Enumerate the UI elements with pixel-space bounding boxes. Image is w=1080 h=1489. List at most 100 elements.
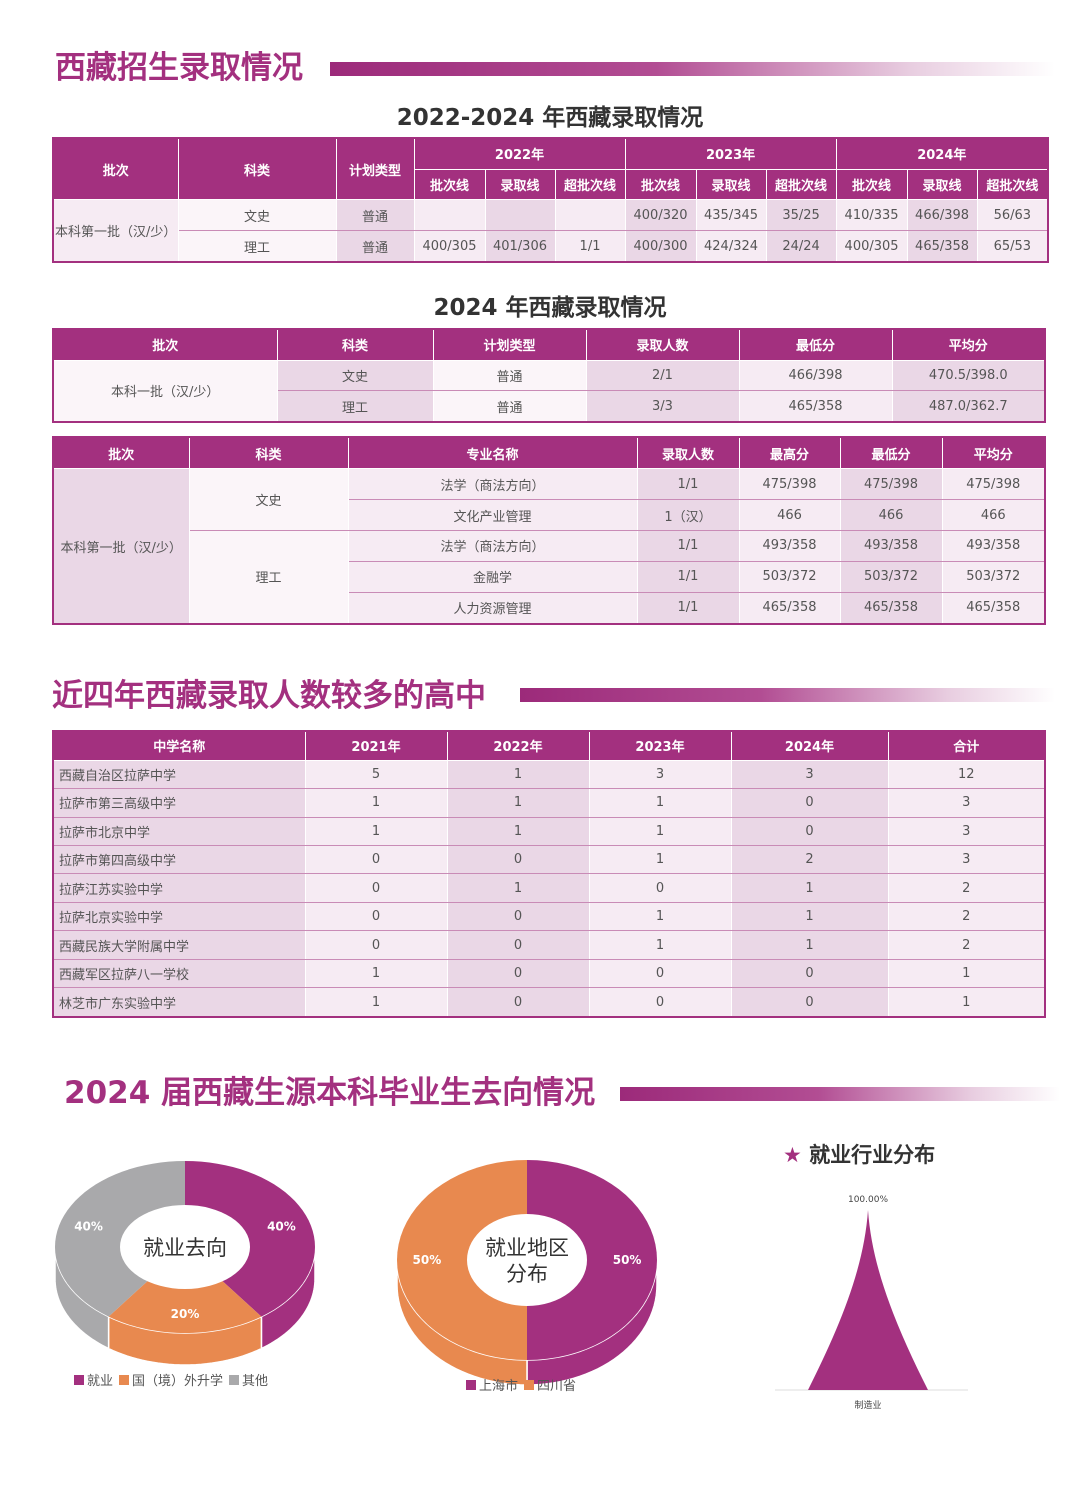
table2-title: 2024 年西藏录取情况: [433, 295, 667, 321]
column-header: 科类: [177, 137, 337, 201]
score-cell: 400/300: [624, 230, 697, 263]
pie-data-label: 20%: [171, 1307, 200, 1321]
pie-slice-上海市: [527, 1160, 657, 1360]
batch-cell: 本科第一批（汉/少）: [52, 199, 179, 263]
pie-side-其他: [54, 1246, 110, 1350]
column-subheader: 录取线: [906, 168, 978, 201]
data-cell: 3/3: [585, 390, 740, 423]
data-cell: 1（汉）: [636, 499, 740, 531]
data-cell: 503/372: [839, 560, 943, 593]
column-header: 2022年: [446, 730, 590, 761]
count-cell: 0: [304, 845, 448, 875]
count-cell: 3: [588, 759, 732, 790]
legend-label: 就业: [87, 1374, 114, 1389]
batch-cell: 本科第一批（汉/少）: [52, 468, 190, 625]
table-row: 西藏民族大学附属中学 0 0 1 1 2: [52, 930, 1046, 960]
table-row: 拉萨市第三高级中学 1 1 1 0 3: [52, 788, 1046, 818]
section-title-bar: [330, 62, 1055, 76]
column-header: 平均分: [941, 436, 1046, 470]
table-row: 金融学 1/1 503/372 503/372 503/372: [53, 560, 1046, 593]
score-cell: 56/63: [976, 199, 1049, 232]
table-row: 西藏自治区拉萨中学 5 1 3 3 12: [52, 759, 1046, 790]
count-cell: 12: [887, 759, 1046, 790]
table-row: 理工 普通 400/305 401/306 1/1 400/300 424/324 24/24…: [53, 230, 1049, 263]
section-title-bar: [520, 688, 1055, 702]
count-cell: 0: [730, 788, 889, 818]
x-tick-label: 制造业: [854, 1399, 881, 1411]
major-cell: 文化产业管理: [347, 499, 638, 531]
column-header: 最高分: [738, 436, 841, 470]
table-row: 本科第一批（汉/少） 文史 普通 400/320 435/345 35/25 410/335…: [52, 199, 1049, 263]
school-name-cell: 林芝市广东实验中学: [52, 987, 306, 1018]
major-cell: 金融学: [347, 560, 638, 593]
legend-label: 上海市: [479, 1379, 519, 1394]
column-subheader: 批次线: [835, 168, 908, 201]
column-header: 专业名称: [347, 436, 638, 470]
industry-chart-title: ★ 就业行业分布: [783, 1139, 935, 1169]
data-cell: 普通: [432, 390, 587, 423]
year-header: 2024年: [835, 137, 1049, 170]
school-name-cell: 拉萨市北京中学: [52, 816, 306, 847]
legend-swatch: [229, 1375, 240, 1385]
count-cell: 1: [588, 788, 732, 818]
count-cell: 1: [304, 958, 448, 989]
header-row: 批次 科类 专业名称 录取人数 最高分 最低分 平均分: [52, 436, 1046, 470]
legend-swatch: [74, 1375, 84, 1385]
count-cell: 1: [588, 816, 732, 847]
pie-data-label: 40%: [267, 1219, 296, 1233]
section-title-admission: 西藏招生录取情况: [55, 50, 303, 86]
column-header: 最低分: [839, 436, 943, 470]
major-cell: 人力资源管理: [347, 591, 638, 625]
table-row: 拉萨江苏实验中学 0 1 0 1 2: [52, 873, 1046, 903]
star-icon: ★: [783, 1143, 802, 1167]
column-header: 2024年: [730, 730, 889, 761]
legend-label: 国（境）外升学: [132, 1374, 224, 1389]
section-title-high-schools: 近四年西藏录取人数较多的高中: [52, 678, 486, 714]
data-cell: 465/358: [839, 591, 943, 625]
table-row: 理工 法学（商法方向） 1/1 493/358 493/358 493/358: [53, 529, 1046, 625]
count-cell: 0: [588, 987, 732, 1018]
column-header: 合计: [887, 730, 1046, 761]
count-cell: 1: [446, 759, 590, 790]
major-cell: 法学（商法方向）: [347, 529, 638, 562]
count-cell: 0: [304, 873, 448, 903]
count-cell: 1: [588, 845, 732, 875]
column-subheader: 批次线: [624, 168, 697, 201]
count-cell: 3: [887, 845, 1046, 875]
score-cell: 410/335: [835, 199, 908, 232]
legend-swatch: [119, 1375, 130, 1385]
count-cell: 0: [588, 958, 732, 989]
pie-center-title: 就业去向: [143, 1236, 227, 1260]
school-name-cell: 拉萨市第三高级中学: [52, 788, 306, 818]
subject-cell: 理工: [177, 230, 337, 263]
header-row: 中学名称 2021年 2022年 2023年 2024年 合计: [52, 730, 1046, 761]
count-cell: 2: [730, 845, 889, 875]
data-cell: 1/1: [636, 591, 740, 625]
data-cell: 503/372: [941, 560, 1046, 593]
count-cell: 1: [730, 901, 889, 932]
column-header: 计划类型: [432, 328, 587, 361]
data-cell: 465/358: [738, 591, 841, 625]
column-header: 最低分: [738, 328, 893, 361]
column-header: 批次: [52, 328, 278, 361]
data-cell: 466: [738, 499, 841, 531]
legend-label: 其他: [242, 1374, 269, 1389]
table-2024-majors: 批次 科类 专业名称 录取人数 最高分 最低分 平均分 本科第一批（汉/少） 文史 法学（商法方向…: [52, 436, 1046, 625]
count-cell: 0: [730, 987, 889, 1018]
count-cell: 0: [304, 930, 448, 960]
count-cell: 1: [887, 958, 1046, 989]
column-header: 批次: [52, 436, 190, 470]
count-cell: 1: [887, 987, 1046, 1018]
column-header: 录取人数: [585, 328, 740, 361]
table-2022-2024-admission: 批次 科类 计划类型 2022年 2023年 2024年 批次线 录取线 超批次线 批次线 录取线超…: [52, 137, 1050, 263]
pie-center-title: 就业地区: [485, 1236, 569, 1260]
header-row: 批次线 录取线 超批次线 批次线 录取线 超批次线 批次线 录取线 超批次线: [53, 168, 1049, 201]
pie-data-label: 40%: [74, 1219, 103, 1233]
table-row: 人力资源管理 1/1 465/358 465/358 465/358: [53, 591, 1046, 625]
pie-slice-国（境）外升学: [108, 1247, 262, 1333]
data-cell: 普通: [432, 359, 587, 392]
column-header: 科类: [188, 436, 349, 470]
data-cell: 466/398: [738, 359, 893, 392]
data-cell: 465/358: [941, 591, 1046, 625]
